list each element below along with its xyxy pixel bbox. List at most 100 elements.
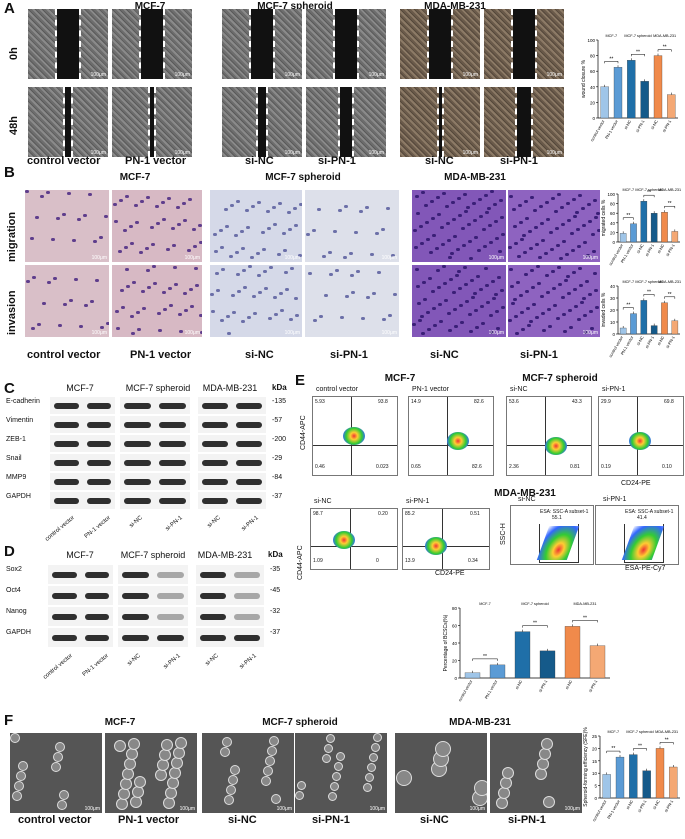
flow-quadrant-value: 0.10 xyxy=(662,464,672,470)
transwell-image: 100μm xyxy=(25,265,109,337)
significance-bracket xyxy=(643,294,655,297)
blot-band xyxy=(124,478,151,485)
blot-kda-marker: -37 xyxy=(272,493,283,500)
y-tick-label: 60 xyxy=(590,69,596,74)
scale-bar-label: 100μm xyxy=(546,150,562,156)
y-tick-label: 40 xyxy=(610,221,616,226)
y-tick-label: 0 xyxy=(594,796,597,801)
blot-band xyxy=(159,440,186,447)
flow-quadrant-value: 0.46 xyxy=(315,464,325,470)
blot-band xyxy=(234,592,260,599)
bar xyxy=(619,327,627,335)
flow-quadrant-value: 0.51 xyxy=(470,511,480,517)
wound-image: 100μm xyxy=(28,9,108,79)
x-tick-label: si-PN-1 xyxy=(587,678,598,693)
esa-flow-plot xyxy=(510,505,594,565)
blot-strip xyxy=(50,492,115,509)
blot-strip xyxy=(48,607,113,626)
blot-kda-marker: -37 xyxy=(270,629,281,636)
y-tick-label: 100 xyxy=(607,192,615,197)
title-f-mda: MDA-MB-231 xyxy=(449,717,511,728)
blot-kda-marker: -135 xyxy=(272,398,287,405)
scale-bar-label: 100μm xyxy=(368,150,384,156)
f-label-sipn1-2: si-PN-1 xyxy=(508,814,546,826)
y-tick-label: 0 xyxy=(612,240,615,245)
blot-band xyxy=(236,459,262,466)
y-tick-label: 60 xyxy=(452,624,458,629)
flow-sample-label: PN-1 vector xyxy=(412,386,449,393)
flow-quadrant-value: 93.8 xyxy=(378,399,388,405)
scale-bar-label: 100μm xyxy=(488,255,504,261)
x-tick-label: si-NC xyxy=(652,799,661,810)
x-tick-label: control vector xyxy=(589,118,606,142)
flow-sample-label: si-NC xyxy=(510,386,528,393)
blot-band xyxy=(124,497,151,504)
blot-band xyxy=(159,421,186,428)
blot-band xyxy=(54,402,79,409)
blot-band xyxy=(122,571,149,578)
scale-bar-label: 100μm xyxy=(546,72,562,78)
group-label: MDA-MB-231 xyxy=(574,602,597,606)
flow-plot xyxy=(598,396,684,476)
blot-band xyxy=(84,571,109,578)
significance-bracket xyxy=(664,205,676,209)
blot-kda-marker: -84 xyxy=(272,474,283,481)
x-tick-label: si-NC xyxy=(656,243,665,254)
flow-sample-label: control vector xyxy=(316,386,359,393)
x-tick-label: si-PN-1 xyxy=(661,118,672,133)
flow-sample-label: si-PN-1 xyxy=(406,498,430,505)
blot-band xyxy=(54,478,79,485)
blot-band xyxy=(236,478,262,485)
flow-plot xyxy=(310,508,398,570)
significance-label: ** xyxy=(483,654,487,660)
blot-strip xyxy=(120,416,190,433)
flow-quadrant-value: 69.8 xyxy=(664,399,674,405)
blot-lane-label: control vector xyxy=(42,653,74,681)
x-tick-label: si-NC xyxy=(623,119,632,130)
title-a-mcf7: MCF-7 xyxy=(134,1,166,12)
a-label-pn1: PN-1 vector xyxy=(125,155,187,167)
bar xyxy=(650,325,658,335)
blot-strip xyxy=(118,607,188,626)
title-f-spheroid: MCF-7 spheroid xyxy=(262,717,338,728)
flow-quadrant-value: 98.7 xyxy=(313,511,323,517)
bar xyxy=(514,631,531,679)
flow-quadrant-value: 53.6 xyxy=(509,399,519,405)
e-yaxis-bottom: CD44-APC xyxy=(297,545,304,580)
bar xyxy=(564,626,581,679)
bar xyxy=(629,754,638,799)
wound-image: 100μm xyxy=(400,9,480,79)
y-tick-label: 20 xyxy=(610,308,616,313)
transwell-image: 100μm xyxy=(412,265,506,337)
blot-protein-label: ZEB-1 xyxy=(6,436,26,443)
x-tick-label: si-PN-1 xyxy=(537,678,548,693)
transwell-image: 100μm xyxy=(210,265,302,337)
bar xyxy=(642,770,651,799)
wound-image: 100μm xyxy=(28,87,108,157)
scale-bar-label: 100μm xyxy=(462,150,478,156)
y-tick-label: 0 xyxy=(612,332,615,337)
blot-band xyxy=(200,571,226,578)
bar xyxy=(464,672,481,679)
blot-band xyxy=(84,613,109,620)
flow-quadrant-value: 0.65 xyxy=(411,464,421,470)
sphere-image: 100μm xyxy=(490,733,582,813)
significance-label: ** xyxy=(626,303,630,309)
blot-strip xyxy=(196,607,264,626)
y-tick-label: 80 xyxy=(452,606,458,611)
transwell-image: 100μm xyxy=(508,190,600,262)
x-tick-label: si-PN-1 xyxy=(665,334,676,349)
blot-kda-marker: -35 xyxy=(270,566,281,573)
blot-band xyxy=(52,613,77,620)
y-axis-title: wound closure % xyxy=(581,59,587,98)
y-axis-title: Percentage of BCSCs(%) xyxy=(443,614,449,671)
x-tick-label: si-NC xyxy=(564,679,573,690)
blot-kda-marker: -45 xyxy=(270,587,281,594)
blot-band xyxy=(52,592,77,599)
bar xyxy=(602,774,611,799)
blot-band xyxy=(236,497,262,504)
blot-strip xyxy=(196,628,264,647)
transwell-image: 100μm xyxy=(112,190,202,262)
flow-quadrant-value: 14.9 xyxy=(411,399,421,405)
